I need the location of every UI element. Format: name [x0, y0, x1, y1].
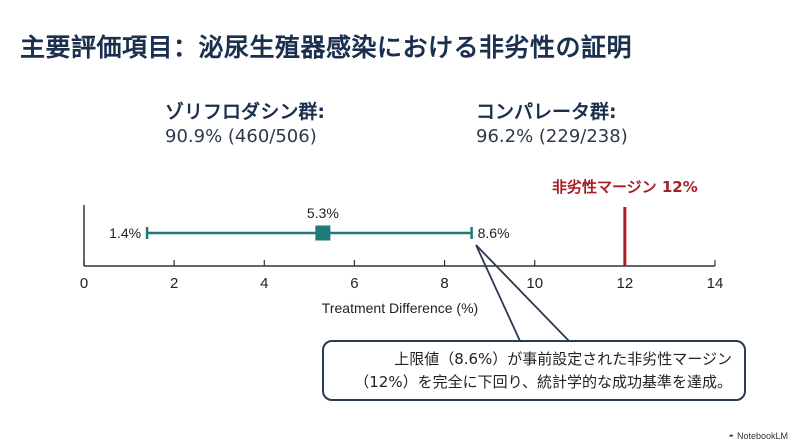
point-estimate-marker [315, 225, 331, 241]
brand-label: NotebookLM [736, 431, 788, 441]
margin-label: 非劣性マージン 12% [552, 178, 698, 196]
ci-lower-label: 1.4% [109, 225, 141, 241]
point-estimate-label: 5.3% [307, 205, 339, 221]
x-ticks: 0 2 4 6 8 10 12 14 [80, 260, 724, 292]
callout-pointer [475, 244, 570, 342]
brand-watermark: ◓ NotebookLM [729, 431, 788, 441]
callout-line-2: （12%）を完全に下回り、統計学的な成功基準を達成。 [354, 373, 732, 391]
ci-upper-label: 8.6% [478, 225, 510, 241]
group-value: 96.2% (229/238) [476, 126, 628, 147]
x-tick-label: 8 [440, 275, 448, 292]
group-value: 90.9% (460/506) [165, 126, 317, 147]
callout-line-1: 上限値（8.6%）が事前設定された非劣性マージン [394, 350, 732, 368]
x-tick-label: 10 [526, 275, 543, 292]
zoliflodacin-group: ゾリフロダシン群: 90.9% (460/506) [165, 97, 325, 147]
slide-title: 主要評価項目：泌尿生殖器感染における非劣性の証明 [20, 33, 633, 62]
x-axis-title: Treatment Difference (%) [322, 300, 478, 316]
x-tick-label: 6 [350, 275, 358, 292]
x-tick-label: 12 [617, 275, 634, 292]
x-tick-label: 14 [707, 275, 724, 292]
comparator-group: コンパレータ群: 96.2% (229/238) [476, 97, 628, 147]
group-name: ゾリフロダシン群: [165, 101, 325, 123]
x-tick-label: 0 [80, 275, 88, 292]
x-tick-label: 2 [170, 275, 178, 292]
callout-box: 上限値（8.6%）が事前設定された非劣性マージン （12%）を完全に下回り、統計… [322, 340, 746, 401]
x-tick-label: 4 [260, 275, 268, 292]
group-name: コンパレータ群: [476, 101, 617, 123]
notebooklm-logo-icon: ◓ [728, 431, 734, 441]
